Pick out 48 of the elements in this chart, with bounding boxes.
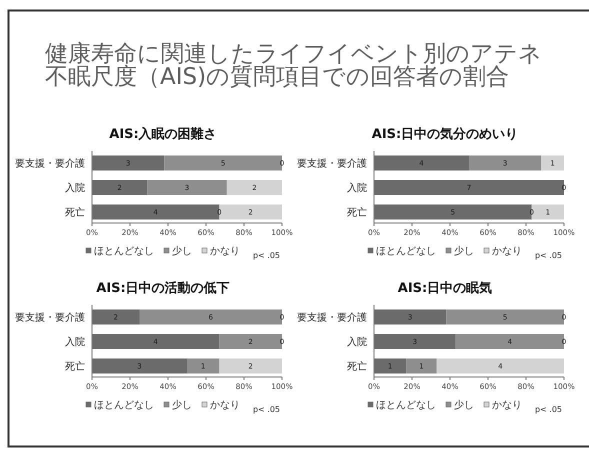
legend-label: かなり [492,400,522,411]
bar [164,156,282,170]
bar [219,204,282,220]
y-tick-label: 入院 [347,182,367,194]
text: 健康寿命に関連したライフイベント別のアテネ不眠尺度（AIS)の質問項目での回答者の割合 [45,41,542,90]
legend-label: かなり [492,246,522,257]
bar [226,180,282,195]
bar [532,204,564,220]
y-tick-label: 死亡 [65,206,85,218]
bar [406,358,437,374]
bar [219,334,282,349]
legend-label: ほとんどなし [94,400,154,411]
bar [147,180,227,195]
bar [456,334,564,349]
text: p< .05 [534,405,562,414]
text: p< .05 [252,251,280,260]
y-tick-label: 死亡 [65,360,85,372]
y-tick-label: 入院 [65,182,85,194]
bar [436,358,564,374]
bar [469,156,542,170]
bar [187,358,220,374]
y-tick-label: 要支援・要介護 [15,158,85,170]
chart-title: AIS:日中の眠気 [398,281,492,296]
text: p< .05 [252,405,280,414]
bar [140,310,282,324]
bar [541,156,564,170]
legend-label: 少し [454,399,474,411]
y-tick-label: 入院 [65,336,85,348]
chart-title: AIS:入眠の困難さ [109,126,217,142]
legend-label: 少し [454,245,474,257]
bar [219,358,282,374]
y-tick-label: 要支援・要介護 [297,158,367,170]
legend-label: かなり [210,246,240,257]
chart-title: AIS:日中の気分のめいり [372,127,518,142]
y-tick-label: 死亡 [347,360,367,372]
bar [446,310,564,324]
y-tick-label: 入院 [347,336,367,348]
chart-title: AIS:日中の活動の低下 [96,281,230,296]
text: p< .05 [534,251,562,260]
legend-label: 少し [172,245,192,257]
y-tick-label: 要支援・要介護 [297,312,367,324]
legend-label: 少し [172,399,192,411]
y-tick-label: 要支援・要介護 [15,312,85,324]
y-tick-label: 死亡 [347,206,367,218]
legend-label: かなり [210,400,240,411]
legend-label: ほとんどなし [376,400,436,411]
legend-label: ほとんどなし [376,246,436,257]
legend-label: ほとんどなし [94,246,154,257]
